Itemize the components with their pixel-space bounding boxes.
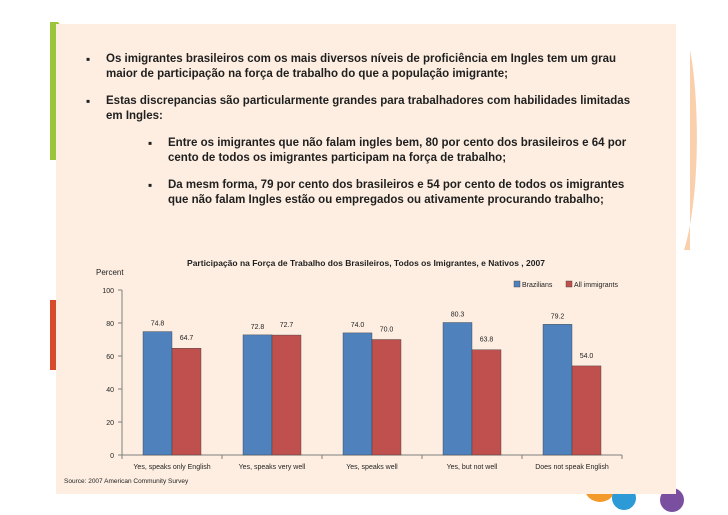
bar-chart: Participação na Força de Trabalho dos Br… (56, 250, 676, 494)
chart-svg: 0 20 40 60 80 100 Yes, speaks only English 74.8… (102, 280, 623, 471)
sub-bullet-2: Da mesm forma, 79 por cento dos brasilei… (148, 178, 646, 208)
bullet-2: Estas discrepancias são particularmente … (86, 94, 646, 124)
bar-all-immigrants (271, 334, 302, 456)
x-tick-label: Yes, speaks well (346, 464, 398, 471)
y-tick-label: 80 (106, 321, 114, 328)
y-tick-label: 0 (110, 453, 114, 460)
bar-brazilians (142, 331, 173, 456)
data-label: 63.8 (480, 337, 494, 344)
bar-all-immigrants (171, 348, 202, 456)
bar-brazilians (242, 334, 273, 456)
bullet-1: Os imigrantes brasileiros com os mais di… (86, 52, 646, 82)
legend-swatch (565, 280, 573, 288)
sub-bullet-1: Entre os imigrantes que não falam ingles… (148, 136, 646, 166)
bar-all-immigrants (571, 365, 602, 456)
chart-title: Participação na Força de Trabalho dos Br… (187, 258, 545, 268)
orange-right-shape (684, 50, 697, 250)
bar-brazilians (442, 322, 473, 456)
purple-circle (660, 488, 684, 512)
x-tick-label: Yes, but not well (447, 464, 498, 471)
data-label: 72.8 (251, 324, 265, 331)
y-tick-label: 60 (106, 354, 114, 361)
y-axis-title: Percent (96, 268, 124, 277)
y-tick-label: 100 (102, 288, 114, 295)
legend-label: Brazilians (522, 282, 553, 289)
data-label: 54.0 (580, 353, 594, 360)
data-label: 72.7 (280, 322, 294, 329)
x-tick-label: Does not speak English (535, 464, 609, 471)
data-label: 70.0 (380, 327, 394, 334)
legend-label: All immigrants (574, 282, 618, 289)
bar-brazilians (542, 324, 573, 456)
legend-swatch (513, 280, 521, 288)
x-tick-label: Yes, speaks only English (133, 464, 210, 471)
x-tick-label: Yes, speaks very well (239, 464, 306, 471)
data-label: 79.2 (551, 313, 565, 320)
y-tick-label: 40 (106, 387, 114, 394)
data-label: 74.8 (151, 321, 165, 328)
source-note: Source: 2007 American Community Survey (64, 478, 189, 485)
bar-all-immigrants (471, 349, 502, 456)
data-label: 80.3 (451, 312, 465, 319)
data-label: 64.7 (180, 335, 194, 342)
data-label: 74.0 (351, 322, 365, 329)
y-tick-label: 20 (106, 420, 114, 427)
bar-brazilians (342, 332, 373, 456)
bullet-list: Os imigrantes brasileiros com os mais di… (86, 52, 646, 220)
bar-all-immigrants (371, 339, 402, 456)
